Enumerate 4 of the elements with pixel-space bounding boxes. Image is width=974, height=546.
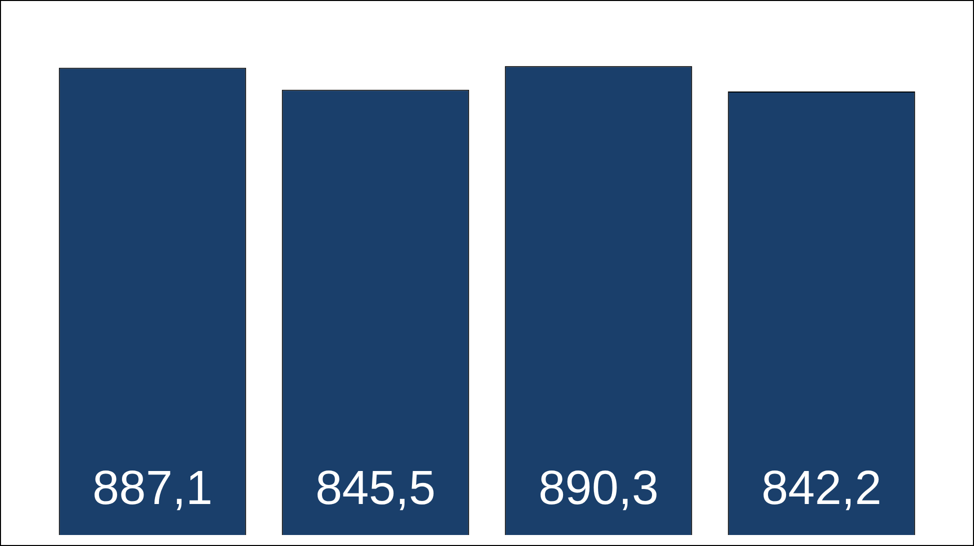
- data-label: 890,3: [538, 462, 659, 516]
- data-label: 845,5: [315, 462, 436, 516]
- data-label: 887,1: [92, 462, 213, 516]
- data-label: 842,2: [761, 462, 882, 516]
